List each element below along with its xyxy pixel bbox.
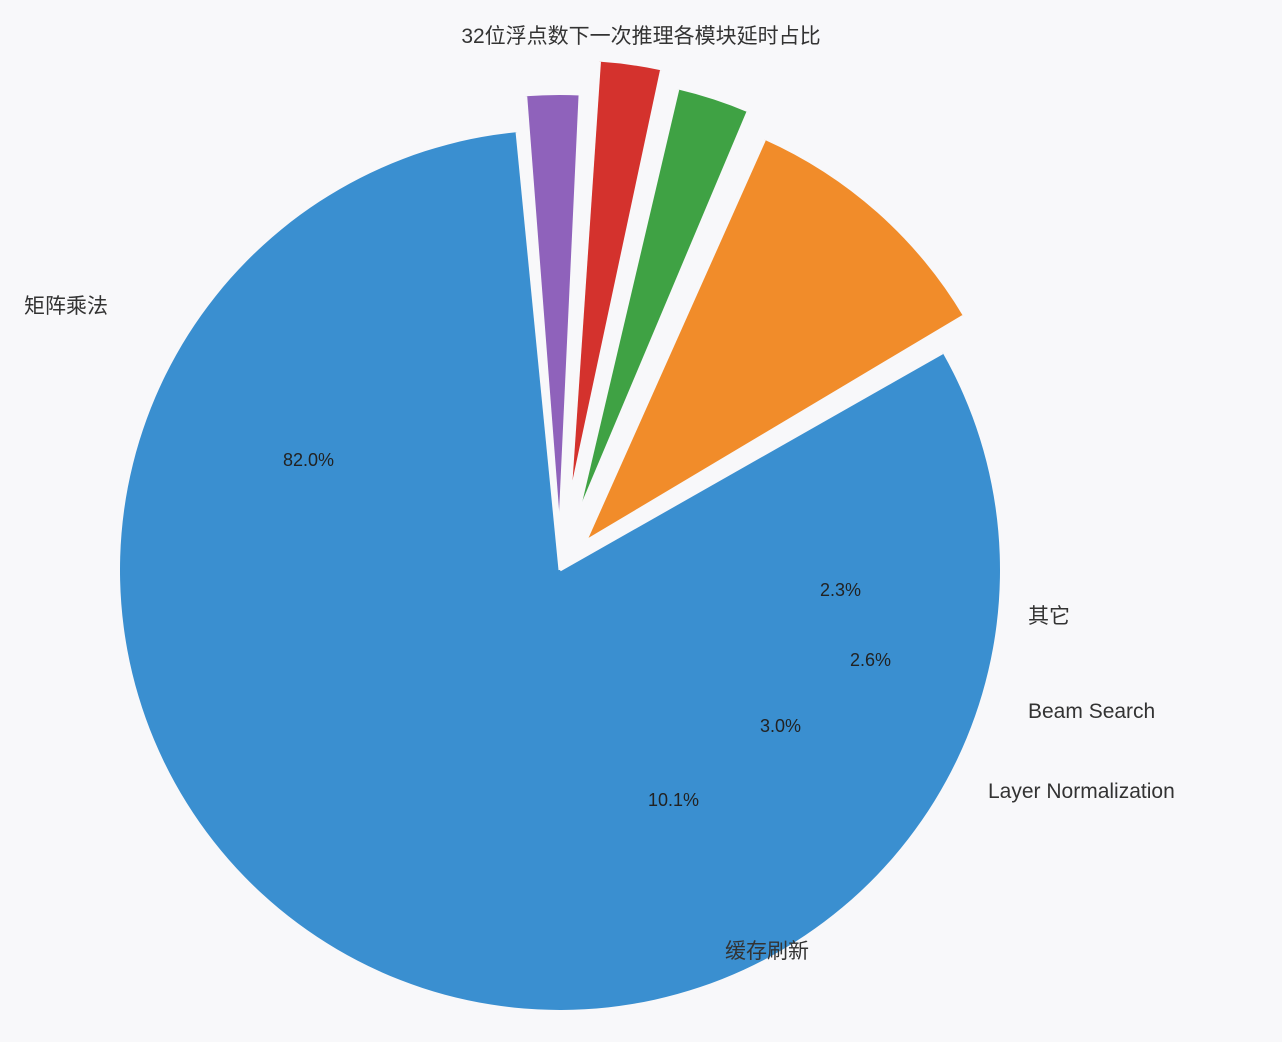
slice-name-label: 缓存刷新: [725, 935, 809, 965]
slice-name-label: Layer Normalization: [988, 780, 1175, 804]
slice-percent-label: 2.6%: [850, 650, 891, 671]
pie-chart: [0, 0, 1282, 1042]
slice-name-label: 其它: [1028, 600, 1070, 630]
slice-name-label: Beam Search: [1028, 700, 1155, 724]
slice-percent-label: 2.3%: [820, 580, 861, 601]
slice-percent-label: 10.1%: [648, 790, 699, 811]
slice-percent-label: 3.0%: [760, 716, 801, 737]
slice-name-label: 矩阵乘法: [24, 290, 108, 320]
slice-percent-label: 82.0%: [283, 450, 334, 471]
